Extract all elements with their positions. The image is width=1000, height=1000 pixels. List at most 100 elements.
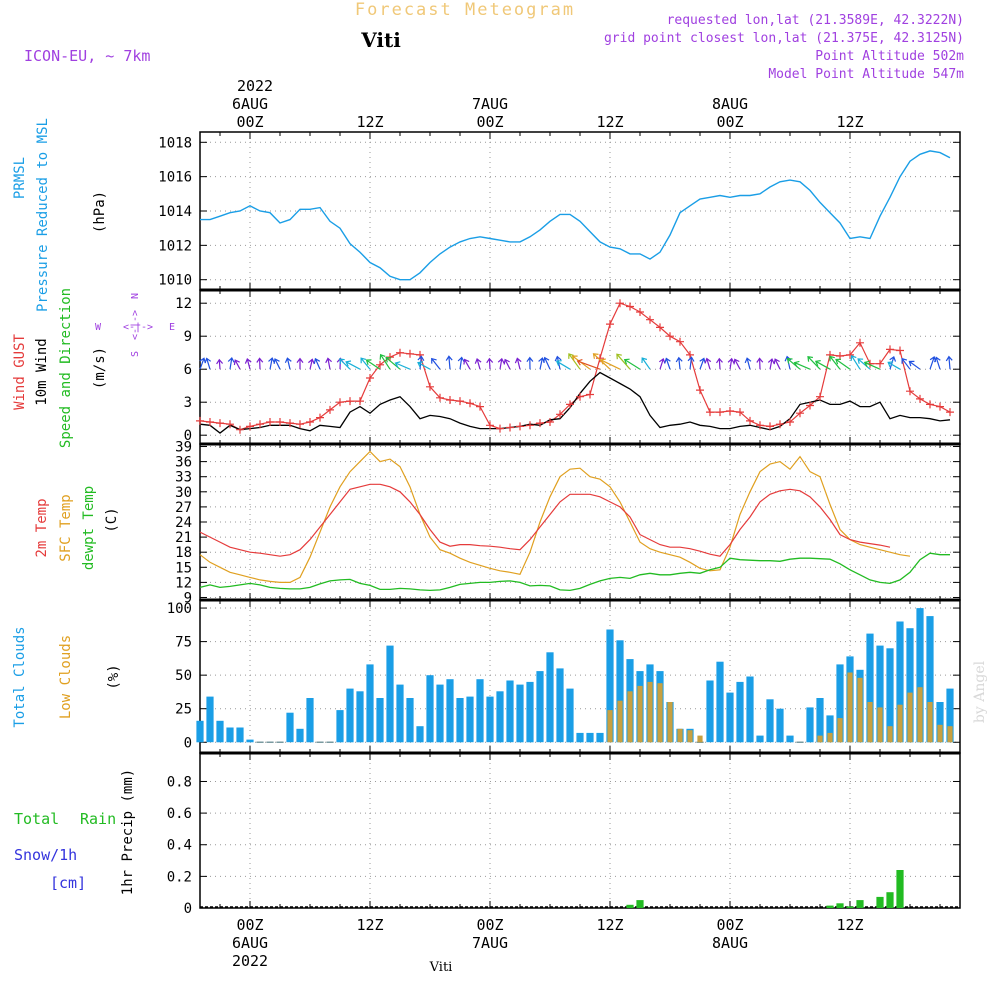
total-cloud-bar [406, 698, 414, 743]
total-cloud-bar [876, 645, 884, 743]
total-cloud-bar [226, 727, 234, 743]
low-cloud-bar [897, 704, 903, 743]
gust-marker [376, 360, 384, 369]
total-cloud-bar [536, 671, 544, 743]
pressure-labels: PRMSL Pressure Reduced to MSL (hPa) [12, 118, 108, 312]
clouds-ytick-label: 50 [175, 668, 192, 684]
total-cloud-bar [486, 696, 494, 743]
pressure-panel: 1010 1012 1014 1016 1018 [158, 131, 961, 291]
gust-marker [256, 420, 264, 429]
wind-arrow [857, 358, 871, 370]
gust-marker [336, 398, 344, 407]
total-cloud-bar [936, 702, 944, 743]
wind-arrow [835, 358, 851, 370]
gust-marker [306, 418, 314, 426]
total-cloud-bar [436, 684, 444, 743]
wind-arrow [850, 354, 861, 370]
wind-arrow [756, 357, 764, 370]
sfc-temp-line [199, 450, 911, 584]
gust-marker [716, 408, 724, 417]
gust-marker [466, 399, 474, 408]
total-cloud-bar [366, 664, 374, 743]
gust-marker [316, 413, 324, 422]
wind-arrow [599, 358, 621, 370]
total-cloud-bar [446, 679, 454, 743]
model-altitude: Model Point Altitude 547m [768, 67, 964, 82]
dewpoint-line [199, 552, 950, 592]
total-cloud-bar [466, 696, 474, 743]
gust-marker [896, 346, 904, 355]
bottom-date-label: 8AUG [712, 934, 748, 952]
gust-marker [546, 418, 554, 426]
wind-arrow [641, 357, 651, 370]
wind-arrow [945, 355, 953, 370]
total-cloud-bar [286, 712, 294, 743]
total-cloud-bar [516, 684, 524, 743]
gust-marker [206, 418, 214, 426]
wind-arrow [457, 356, 465, 370]
wind-arrow [704, 357, 712, 370]
total-cloud-bar [556, 668, 564, 743]
total-cloud-bar [756, 735, 764, 743]
chart-title: Forecast Meteogram [355, 0, 575, 20]
wind-arrow [773, 358, 781, 370]
wind-arrow [339, 358, 351, 370]
low-cloud-bar [937, 724, 943, 743]
gust-marker [736, 408, 744, 417]
gust-marker [626, 302, 634, 311]
wind-ytick-label: 12 [175, 296, 192, 312]
total-cloud-bar [836, 664, 844, 743]
top-hour-label: 12Z [836, 113, 863, 131]
percent-unit-label: (%) [106, 664, 122, 689]
total-cloud-bar [396, 684, 404, 743]
wind-arrow [296, 357, 304, 370]
low-cloud-bar [677, 728, 683, 743]
rain-bar [836, 903, 844, 908]
total-cloud-bar [506, 680, 514, 743]
rain-bar [846, 906, 854, 908]
temp-2m-line [199, 483, 891, 557]
total-cloud-bar [206, 696, 214, 743]
temperature-ytick-label: 18 [175, 545, 192, 561]
bottom-hour-label: 12Z [356, 916, 383, 934]
gust-marker [776, 420, 784, 429]
total-cloud-bar [816, 698, 824, 743]
credit-label: by Angel [972, 660, 988, 723]
ms-unit-label: (m/s) [92, 347, 108, 389]
wind-arrow [227, 357, 235, 370]
gust-marker [856, 338, 864, 347]
wind-arrow [699, 357, 706, 370]
wind-arrow [658, 357, 666, 370]
wind-arrow [901, 357, 911, 370]
top-hour-label: 00Z [716, 113, 743, 131]
bottom-date-label: 7AUG [472, 934, 508, 952]
wind-arrow [908, 360, 921, 370]
gust-marker [566, 400, 574, 409]
total-cloud-bar [566, 688, 574, 743]
snow-label: Snow/1h [14, 846, 77, 864]
gust-marker [326, 405, 334, 414]
compass-w: W [95, 322, 102, 333]
total-cloud-bar [476, 679, 484, 743]
gust-marker [916, 394, 924, 403]
cloud-labels: Total Clouds Low Clouds (%) [12, 626, 122, 727]
wind-arrow [417, 361, 431, 370]
low-cloud-bar [827, 732, 833, 743]
total-cloud-bar [356, 691, 364, 743]
temperature-ytick-label: 15 [175, 560, 192, 576]
wind-arrow [445, 355, 453, 370]
temperature-ytick-label: 27 [175, 500, 192, 516]
temperature-ytick-label: 39 [175, 440, 192, 456]
wind-arrow [365, 359, 381, 370]
wind-arrow [664, 357, 671, 370]
panels: 1010101210141016101803691291215182124273… [158, 131, 961, 917]
gust-marker [266, 418, 274, 426]
total-cloud-bar [346, 688, 354, 743]
total-cloud-bar [216, 720, 224, 743]
gust-marker [726, 407, 734, 415]
gust-marker [646, 315, 654, 324]
low-cloud-bar [867, 702, 873, 743]
snow-unit-label: [cm] [50, 874, 86, 892]
total-cloud-bar [456, 698, 464, 743]
